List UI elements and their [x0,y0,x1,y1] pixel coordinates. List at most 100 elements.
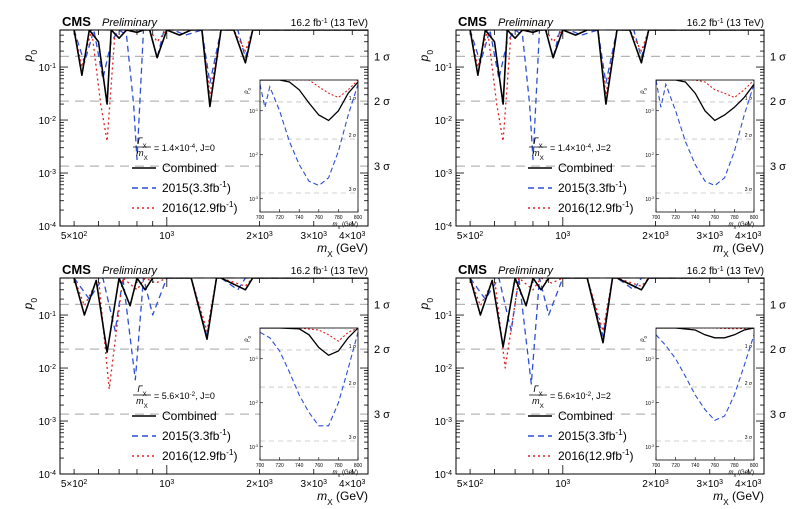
preliminary-label: Preliminary [498,265,555,277]
series-line-2015 [73,278,368,381]
x-tick-label-1: 103 [555,231,570,243]
legend-width-value: = 5.6×10-2, J=2 [550,391,611,402]
x-tick-label-2: 2×103 [246,479,273,491]
sigma-label-3: 3 σ [374,161,390,173]
luminosity-label: 16.2 fb-1 (13 TeV) [687,18,764,30]
inset-x-tick-label-2: 740 [691,463,700,469]
chart-panel-1: CMS Preliminary 16.2 fb-1 (13 TeV) 1 σ 2 σ 3 … [21,14,390,259]
series-line-combined [469,278,764,348]
sigma-label-3: 3 σ [770,409,786,421]
inset-x-tick-label-4: 780 [334,215,343,221]
legend-width-numerator: ΓX [137,384,147,398]
y-tick-label-0: 10-1 [39,311,56,323]
x-tick-label-3: 3×103 [301,231,328,243]
inset-y-tick-label-0: 10-1 [645,108,654,115]
y-axis-title: p0 [21,298,39,311]
x-tick-label-0: 5×102 [61,231,88,243]
inset-x-axis-title: mX (GeV) [333,222,358,230]
inset-x-tick-label-1: 720 [671,463,680,469]
x-tick-label-1: 103 [159,231,174,243]
sigma-label-1: 1 σ [374,299,390,311]
inset-frame [655,79,755,213]
inset-background [656,328,754,460]
series-line-combined [73,278,368,353]
cms-label: CMS [62,14,91,29]
inset-x-tick-label-1: 720 [671,215,680,221]
inset-x-axis-title: mX (GeV) [333,470,358,478]
inset-y-tick-label-2: 10-3 [645,444,654,451]
inset-x-tick-label-4: 780 [730,215,739,221]
x-tick-label-0: 5×102 [61,479,88,491]
y-tick-label-2: 10-3 [435,417,452,429]
legend-width-value: = 1.4×10-4, J=0 [154,143,215,154]
inset-chart: 1 σ 2 σ 3 σ 700 720 740 760 780 800 10-1 10-2 10-3 m… [640,327,758,478]
sigma-label-3: 3 σ [374,409,390,421]
y-tick-label-3: 10-4 [435,222,452,234]
x-tick-label-4: 4×103 [735,231,762,243]
y-axis-title: p0 [21,50,39,63]
legend-width-denominator: mX [136,148,149,162]
inset-x-axis-title: mX (GeV) [729,222,754,230]
inset-x-tick-label-3: 760 [315,215,324,221]
legend-width-value: = 1.4×10-4, J=2 [550,143,611,154]
inset-x-tick-label-2: 740 [295,463,304,469]
preliminary-label: Preliminary [102,17,159,29]
luminosity-label: 16.2 fb-1 (13 TeV) [291,18,368,30]
inset-series-combined [260,80,358,122]
sigma-label-1: 1 σ [374,51,390,63]
series-line-2016 [469,278,764,369]
x-tick-label-0: 5×102 [457,231,484,243]
legend-entry-2: 2016(12.9fb-1) [162,199,238,215]
y-tick-label-1: 10-2 [435,364,452,376]
inset-x-tick-label-4: 780 [730,463,739,469]
chart-panel-3: CMS Preliminary 16.2 fb-1 (13 TeV) 1 σ 2 σ 3 … [21,262,390,507]
inset-series-2016 [656,328,754,330]
y-tick-label-3: 10-4 [39,222,56,234]
y-tick-label-3: 10-4 [39,470,56,482]
inset-sigma-label-2: 3 σ [349,435,357,441]
inset-y-tick-label-1: 10-2 [645,400,654,407]
inset-x-tick-label-4: 780 [334,463,343,469]
inset-series-combined [656,328,754,339]
legend-entry-2: 2016(12.9fb-1) [558,199,634,215]
inset-y-axis-title: p0 [640,335,648,342]
y-tick-label-3: 10-4 [435,470,452,482]
luminosity-label: 16.2 fb-1 (13 TeV) [291,266,368,278]
inset-x-tick-label-2: 740 [691,215,700,221]
inset-x-tick-label-0: 700 [652,215,661,221]
inset-sigma-label-1: 2 σ [745,133,753,139]
inset-x-tick-label-2: 740 [295,215,304,221]
sigma-label-3: 3 σ [770,161,786,173]
inset-sigma-label-1: 2 σ [349,133,357,139]
inset-y-tick-label-2: 10-3 [645,196,654,203]
x-tick-label-1: 103 [159,479,174,491]
y-tick-label-0: 10-1 [39,63,56,75]
x-tick-label-3: 3×103 [697,479,724,491]
inset-y-axis-title: p0 [244,335,252,342]
preliminary-label: Preliminary [102,265,159,277]
inset-x-tick-label-5: 800 [354,463,363,469]
inset-background [260,328,358,460]
inset-y-tick-label-2: 10-3 [249,444,258,451]
y-tick-label-1: 10-2 [39,116,56,128]
legend-width-numerator: ΓX [533,136,543,150]
y-tick-label-0: 10-1 [435,311,452,323]
legend-entry-0: Combined [558,161,613,175]
legend-entry-1: 2015(3.3fb-1) [558,179,627,195]
inset-frame [655,327,755,461]
legend-width-numerator: ΓX [137,136,147,150]
y-tick-label-1: 10-2 [39,364,56,376]
x-tick-label-3: 3×103 [697,231,724,243]
legend-entry-2: 2016(12.9fb-1) [558,447,634,463]
legend-width-denominator: mX [532,148,545,162]
cms-label: CMS [458,14,487,29]
inset-x-tick-label-0: 700 [256,215,265,221]
inset-y-axis-title: p0 [244,87,252,94]
x-axis-title: mX (GeV) [713,489,764,507]
